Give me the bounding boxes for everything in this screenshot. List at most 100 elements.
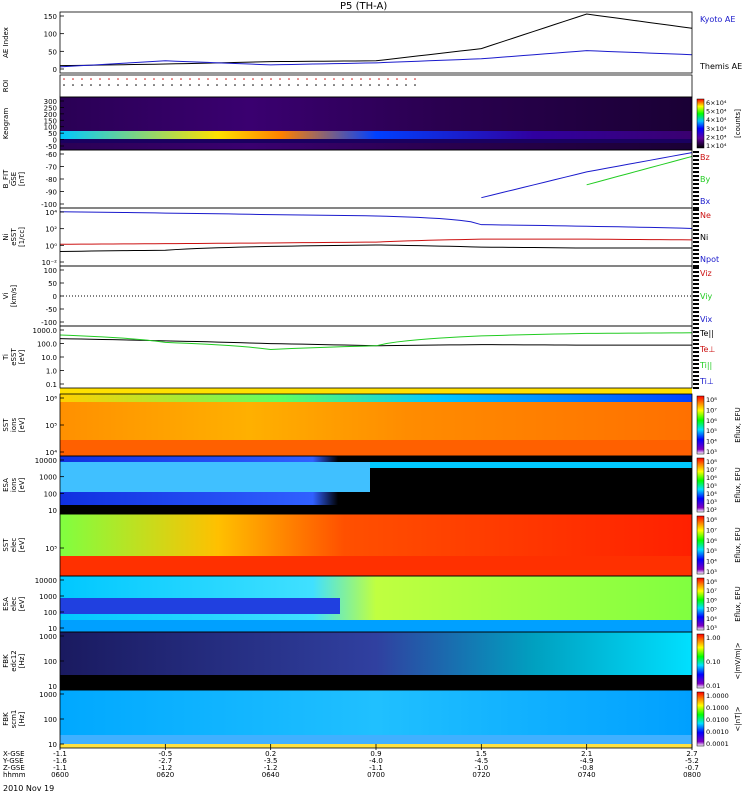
ylabel-roi: ROI xyxy=(2,80,10,92)
edge-mark xyxy=(693,271,699,273)
edge-mark xyxy=(693,237,699,239)
ytick-keogram: 200 xyxy=(44,111,57,119)
colorbar-title: <|mV/m|> xyxy=(734,642,742,679)
colorbar-label: 2×10⁴ xyxy=(706,133,727,141)
chart-title: P5 (TH-A) xyxy=(340,1,388,12)
ytick-fbk_b: 10 xyxy=(48,741,57,749)
edge-mark xyxy=(693,267,699,269)
legend-density: Ni xyxy=(700,233,708,242)
ylabel-density: eSST xyxy=(10,228,18,246)
roi-dot xyxy=(216,78,218,80)
ytick-sst_e: 10⁵ xyxy=(45,545,57,553)
legend-velocity: Vix xyxy=(700,315,713,324)
ytick-esa_i: 100 xyxy=(44,490,57,498)
colorbar-label: 1×10⁴ xyxy=(706,142,727,150)
edge-mark xyxy=(693,209,699,211)
ylabel-sst_i: [eV] xyxy=(18,417,26,432)
roi-dot xyxy=(207,78,209,80)
roi-dot xyxy=(270,84,272,86)
roi-dot xyxy=(243,84,245,86)
footer-value: -4.5 xyxy=(474,757,488,765)
footer-row-label: Z-GSE xyxy=(3,764,25,772)
colorbar-title: [counts] xyxy=(734,109,742,138)
edge-mark xyxy=(693,351,699,353)
ytick-sst_i: 10⁵ xyxy=(45,422,57,430)
legend-velocity: Viy xyxy=(700,292,713,301)
footer-value: 0600 xyxy=(51,771,69,779)
roi-dot xyxy=(252,84,254,86)
ytick-density: 10² xyxy=(45,226,57,234)
ytick-ae: 100 xyxy=(44,31,57,39)
edge-mark xyxy=(693,225,699,227)
colorbar-title: Eflux, EFU xyxy=(734,527,742,562)
roi-dot xyxy=(162,78,164,80)
roi-dot xyxy=(360,78,362,80)
ytick-bfield: -90 xyxy=(46,189,57,197)
roi-dot xyxy=(414,84,416,86)
edge-mark xyxy=(693,213,699,215)
edge-mark xyxy=(693,249,699,251)
footer-value: 0740 xyxy=(578,771,596,779)
roi-dot xyxy=(81,78,83,80)
colorbar-label: 0.0010 xyxy=(706,728,729,736)
colorbar-title: Eflux, EFU xyxy=(734,407,742,442)
ylabel-bfield: [nT] xyxy=(18,172,26,186)
colorbar-label: 10⁷ xyxy=(706,406,717,414)
ylabel-fbk_b: [Hz] xyxy=(18,712,26,727)
panel-frame-density xyxy=(59,207,693,267)
edge-mark xyxy=(693,275,699,277)
roi-dot xyxy=(99,78,101,80)
colorbar-esa_i xyxy=(696,457,705,513)
edge-mark xyxy=(693,245,699,247)
ylabel-temperature: [eV] xyxy=(18,349,26,364)
ytick-velocity: -100 xyxy=(41,319,57,327)
footer-value: 0640 xyxy=(262,771,280,779)
roi-dot xyxy=(405,78,407,80)
roi-dot xyxy=(162,84,164,86)
roi-dot xyxy=(126,78,128,80)
edge-mark xyxy=(693,379,699,381)
edge-mark xyxy=(693,187,699,189)
roi-dot xyxy=(180,78,182,80)
roi-dot xyxy=(135,84,137,86)
footer-value: 2.1 xyxy=(581,750,592,758)
colorbar-label: 0.0100 xyxy=(706,716,729,724)
colorbar-label: 1.00 xyxy=(706,634,720,642)
legend-density: Npot xyxy=(700,255,719,264)
ylabel-esa_i: ESA xyxy=(2,478,10,492)
legend-bfield: Bx xyxy=(700,197,710,206)
colorbar-label: 4×10⁴ xyxy=(706,116,727,124)
series-ne xyxy=(59,238,693,245)
footer-row-label: Y-GSE xyxy=(2,757,24,765)
edge-mark xyxy=(693,221,699,223)
roi-dot xyxy=(171,84,173,86)
roi-dot xyxy=(270,78,272,80)
footer-value: -4.0 xyxy=(369,757,383,765)
edge-mark xyxy=(693,303,699,305)
legend-bfield: Bz xyxy=(700,153,710,162)
edge-mark xyxy=(693,367,699,369)
edge-mark xyxy=(693,163,699,165)
colorbar-fbk_b xyxy=(696,691,705,747)
legend-velocity: Viz xyxy=(700,269,712,278)
footer-value: -2.7 xyxy=(158,757,172,765)
roi-dot xyxy=(99,84,101,86)
colorbar-label: 10⁵ xyxy=(706,427,717,435)
colorbar-label: 10⁸ xyxy=(706,396,717,404)
edge-mark xyxy=(693,315,699,317)
edge-mark xyxy=(693,283,699,285)
ylabel-esa_e: [eV] xyxy=(18,596,26,611)
footer-row-label: X-GSE xyxy=(3,750,25,758)
colorbar-label: 10³ xyxy=(706,448,717,456)
colorbar-fbk_e xyxy=(696,633,705,689)
footer-value: 0800 xyxy=(683,771,701,779)
ylabel-esa_e: elec xyxy=(10,597,18,612)
footer-value: 0620 xyxy=(156,771,174,779)
colorbar-label: 10⁶ xyxy=(706,596,717,604)
roi-dot xyxy=(378,78,380,80)
footer-value: -1.6 xyxy=(53,757,67,765)
roi-dot xyxy=(405,84,407,86)
roi-dot xyxy=(90,84,92,86)
ytick-bfield: -100 xyxy=(41,201,57,209)
edge-mark xyxy=(693,383,699,385)
